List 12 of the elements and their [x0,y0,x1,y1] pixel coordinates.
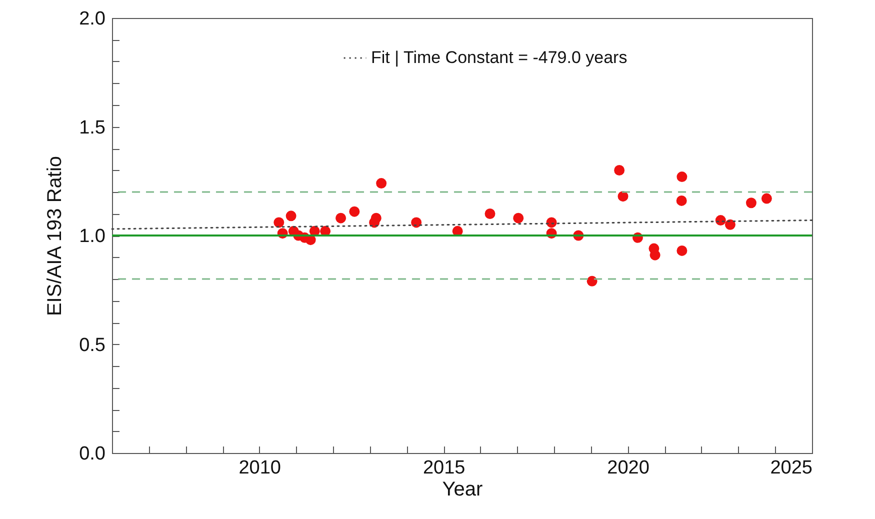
y-axis-title: EIS/AIA 193 Ratio [44,156,66,316]
x-tick-label: 2025 [770,458,812,478]
x-tick-label: 2015 [422,458,466,478]
x-axis-title: Year [442,478,484,500]
y-tick-label: 1.0 [79,226,106,247]
legend-label: Fit | Time Constant = -479.0 years [371,48,628,67]
y-tick-label: 0.0 [79,444,106,464]
y-tick-label: 0.5 [79,334,106,356]
y-tick-label: 2.0 [79,8,106,30]
x-tick-label: 2020 [607,458,650,478]
y-tick-label: 1.5 [79,117,106,138]
x-tick-label: 2010 [238,458,282,478]
